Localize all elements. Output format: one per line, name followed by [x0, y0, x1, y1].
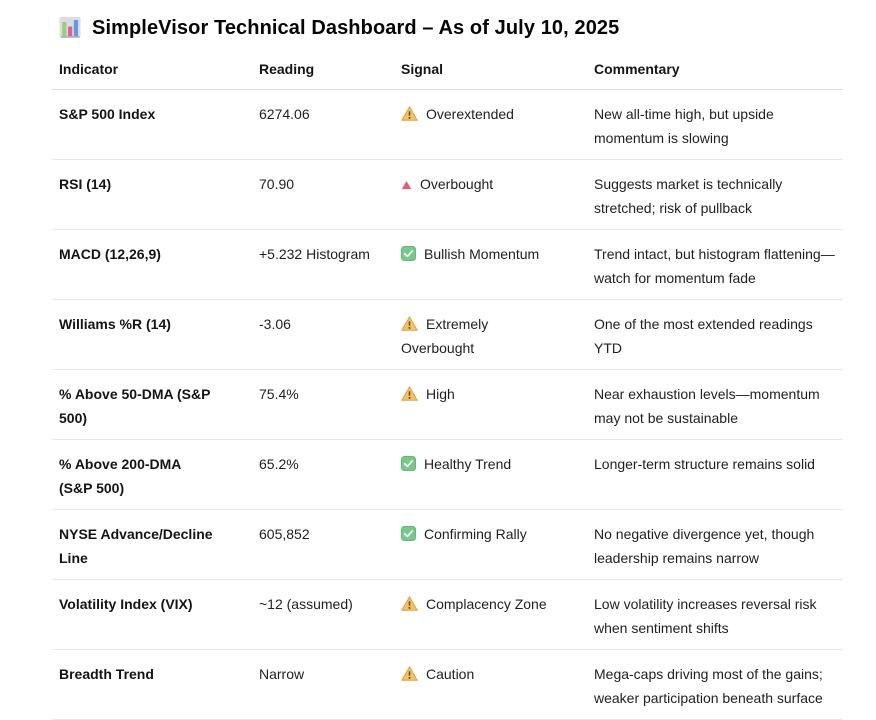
page-title: SimpleVisor Technical Dashboard – As of … — [92, 16, 620, 39]
table-row: Breadth Trend Narrow Caution Mega-caps d… — [52, 650, 843, 720]
indicator-cell: % Above 50-DMA (S&P 500) — [59, 386, 211, 426]
warning-icon — [400, 382, 419, 406]
up-triangle-icon — [401, 172, 412, 196]
warning-icon — [400, 312, 419, 336]
indicator-cell: NYSE Advance/Decline Line — [59, 526, 213, 566]
commentary-cell: One of the most extended readings YTD — [594, 316, 813, 356]
column-header-signal: Signal — [401, 61, 444, 77]
table-row: % Above 50-DMA (S&P 500) 75.4% High Near… — [52, 370, 843, 440]
signal-label: Confirming Rally — [424, 526, 527, 542]
signal-label: Bullish Momentum — [424, 246, 540, 262]
signal-cell: Caution — [400, 650, 594, 719]
warning-icon — [400, 102, 419, 126]
table-header-row: Indicator Reading Signal Commentary — [52, 43, 843, 90]
commentary-cell: Longer-term structure remains solid — [594, 456, 815, 472]
indicator-cell: S&P 500 Index — [59, 106, 156, 122]
signal-label: Extremely Overbought — [401, 316, 489, 356]
signal-label: High — [426, 386, 455, 402]
check-icon — [401, 242, 416, 266]
table-row: NYSE Advance/Decline Line 605,852 Confir… — [52, 510, 843, 580]
signal-cell: Healthy Trend — [401, 440, 594, 509]
reading-cell: 70.90 — [259, 176, 295, 192]
table-body: S&P 500 Index 6274.06 Overextended New a… — [52, 90, 843, 720]
indicator-cell: RSI (14) — [59, 176, 112, 192]
signal-label: Complacency Zone — [426, 596, 547, 612]
reading-cell: +5.232 Histogram — [259, 246, 370, 262]
signal-cell: Overextended — [400, 90, 594, 159]
signal-cell: Bullish Momentum — [401, 230, 594, 299]
reading-cell: ~12 (assumed) — [259, 596, 353, 612]
signal-cell: Overbought — [401, 160, 594, 229]
indicator-cell: Williams %R (14) — [59, 316, 171, 332]
commentary-cell: Near exhaustion levels—momentum may not … — [594, 386, 820, 426]
column-header-commentary: Commentary — [594, 61, 680, 77]
signal-cell: High — [400, 370, 594, 439]
commentary-cell: No negative divergence yet, though leade… — [594, 526, 815, 566]
warning-icon — [400, 592, 419, 616]
indicator-cell: Volatility Index (VIX) — [59, 596, 193, 612]
signal-cell: Complacency Zone — [400, 580, 594, 649]
table-row: S&P 500 Index 6274.06 Overextended New a… — [52, 90, 843, 160]
table-row: Williams %R (14) -3.06 Extremely Overbou… — [52, 300, 843, 370]
column-header-indicator: Indicator — [59, 61, 119, 77]
reading-cell: 65.2% — [259, 456, 299, 472]
commentary-cell: Low volatility increases reversal risk w… — [594, 596, 817, 636]
check-icon — [401, 452, 416, 476]
table-row: MACD (12,26,9) +5.232 Histogram Bullish … — [52, 230, 843, 300]
indicator-table: Indicator Reading Signal Commentary S&P … — [52, 43, 843, 720]
warning-icon — [400, 662, 419, 686]
commentary-cell: Mega-caps driving most of the gains; wea… — [594, 666, 823, 706]
check-icon — [401, 522, 416, 546]
signal-label: Healthy Trend — [424, 456, 512, 472]
page-header: SimpleVisor Technical Dashboard – As of … — [58, 13, 876, 43]
signal-cell: Extremely Overbought — [400, 300, 594, 369]
signal-label: Caution — [426, 666, 475, 682]
table-row: % Above 200-DMA (S&P 500) 65.2% Healthy … — [52, 440, 843, 510]
signal-cell: Confirming Rally — [401, 510, 594, 579]
reading-cell: 605,852 — [259, 526, 310, 542]
signal-label: Overbought — [420, 176, 494, 192]
indicator-cell: MACD (12,26,9) — [59, 246, 161, 262]
reading-cell: Narrow — [259, 666, 305, 682]
table-row: RSI (14) 70.90 Overbought Suggests marke… — [52, 160, 843, 230]
reading-cell: 75.4% — [259, 386, 299, 402]
table-row: Volatility Index (VIX) ~12 (assumed) Com… — [52, 580, 843, 650]
bar-chart-icon — [58, 16, 82, 40]
reading-cell: -3.06 — [259, 316, 291, 332]
signal-label: Overextended — [426, 106, 514, 122]
column-header-reading: Reading — [259, 61, 315, 77]
indicator-cell: % Above 200-DMA (S&P 500) — [59, 456, 181, 496]
commentary-cell: Suggests market is technically stretched… — [594, 176, 783, 216]
reading-cell: 6274.06 — [259, 106, 310, 122]
commentary-cell: New all-time high, but upside momentum i… — [594, 106, 774, 146]
commentary-cell: Trend intact, but histogram flattening—w… — [594, 246, 835, 286]
indicator-cell: Breadth Trend — [59, 666, 154, 682]
